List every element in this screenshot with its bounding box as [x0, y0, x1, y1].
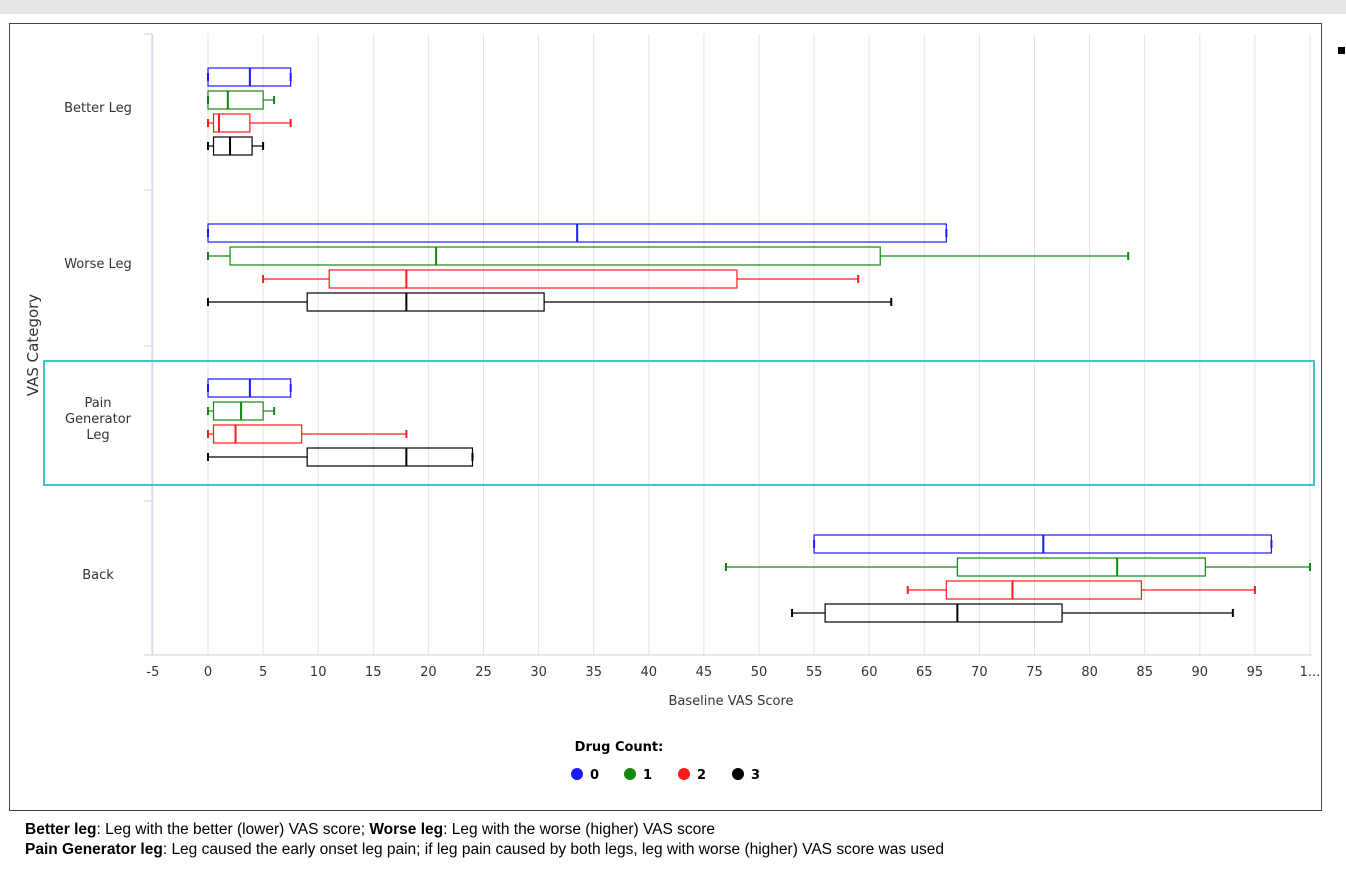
box-4-drug-3 [791, 603, 1234, 623]
category-label: Pain [84, 396, 111, 411]
x-tick-label: 1... [1300, 665, 1321, 680]
box-1-drug-2 [207, 113, 292, 133]
box-3-drug-0 [207, 378, 292, 398]
x-tick-label: 35 [585, 665, 602, 680]
box-series [207, 67, 1311, 623]
iqr-box [824, 603, 1063, 623]
legend-marker-2 [678, 768, 690, 780]
iqr-box [945, 580, 1142, 600]
x-tick-label: 65 [916, 665, 933, 680]
footnote-term-better-leg: Better leg [25, 821, 97, 838]
x-tick-label: 25 [475, 665, 492, 680]
axes [43, 33, 1315, 656]
footnote-term-worse-leg: Worse leg [369, 821, 444, 838]
box-1-drug-3 [207, 136, 265, 156]
footnote-line-2: Pain Generator leg: Leg caused the early… [25, 840, 944, 860]
x-tick-label: 0 [204, 665, 212, 680]
grid-lines [152, 34, 1311, 655]
x-tick-label: 20 [420, 665, 437, 680]
box-3-drug-1 [207, 401, 276, 421]
legend-marker-1 [624, 768, 636, 780]
x-tick-label: 15 [365, 665, 382, 680]
iqr-box [328, 269, 738, 289]
iqr-box [207, 90, 264, 110]
labels: -5 0 5 10 15 20 25 30 35 40 45 50 55 60 65 70 75 80 85 90 95… [24, 101, 1320, 709]
legend-title: Drug Count: [575, 740, 664, 755]
legend-label-3: 3 [751, 768, 760, 783]
box-4-drug-2 [906, 580, 1256, 600]
x-tick-label: 30 [530, 665, 547, 680]
box-2-drug-1 [207, 246, 1130, 266]
box-4-drug-0 [813, 534, 1273, 554]
top-toolbar-strip [0, 0, 1346, 14]
category-label: Leg [86, 428, 109, 443]
x-tick-label: 90 [1192, 665, 1209, 680]
footnote-def-pain-generator: : Leg caused the early onset leg pain; i… [162, 841, 945, 858]
x-tick-label: 75 [1026, 665, 1043, 680]
footnote-def-better-leg: : Leg with the better (lower) VAS score; [96, 821, 370, 838]
boxplot-chart: -5 0 5 10 15 20 25 30 35 40 45 50 55 60 65 70 75 80 85 90 95… [24, 33, 1320, 783]
category-label: Worse Leg [64, 257, 132, 272]
legend: Drug Count: 0 1 2 3 [571, 740, 760, 783]
legend-marker-3 [732, 768, 744, 780]
iqr-box [212, 424, 303, 444]
y-axis-title: VAS Category [24, 294, 42, 396]
footnote-term-pain-generator: Pain Generator leg [25, 841, 163, 858]
iqr-box [306, 447, 474, 467]
box-3-drug-3 [207, 447, 474, 467]
legend-label-2: 2 [697, 768, 706, 783]
legend-label-0: 0 [590, 768, 599, 783]
chart-frame [9, 23, 1322, 811]
x-tick-label: 80 [1081, 665, 1098, 680]
iqr-box [956, 557, 1206, 577]
legend-marker-0 [571, 768, 583, 780]
box-4-drug-1 [724, 557, 1311, 577]
highlight-box-pain-generator [43, 360, 1315, 486]
iqr-box [306, 292, 545, 312]
box-1-drug-0 [207, 67, 292, 87]
x-tick-label: 10 [310, 665, 327, 680]
iqr-box [229, 246, 881, 266]
iqr-box [212, 113, 251, 133]
x-tick-label: 85 [1136, 665, 1153, 680]
box-2-drug-2 [262, 269, 860, 289]
box-3-drug-2 [207, 424, 408, 444]
x-tick-label: 45 [696, 665, 713, 680]
corner-marker [1338, 47, 1345, 54]
footnote: Better leg: Leg with the better (lower) … [25, 820, 944, 860]
iqr-box [212, 136, 253, 156]
iqr-box [212, 401, 264, 421]
footnote-line-1: Better leg: Leg with the better (lower) … [25, 820, 944, 840]
x-tick-label: 95 [1247, 665, 1264, 680]
x-tick-label: -5 [146, 665, 159, 680]
x-tick-label: 40 [641, 665, 658, 680]
x-tick-label: 70 [971, 665, 988, 680]
x-tick-label: 5 [259, 665, 267, 680]
category-label: Back [82, 568, 114, 583]
category-label: Better Leg [64, 101, 132, 116]
x-axis-title: Baseline VAS Score [669, 694, 794, 709]
category-label: Generator [65, 412, 132, 427]
x-tick-label: 55 [806, 665, 823, 680]
x-tick-label: 50 [751, 665, 768, 680]
legend-label-1: 1 [643, 768, 652, 783]
box-2-drug-0 [207, 223, 948, 243]
box-2-drug-3 [207, 292, 893, 312]
footnote-def-worse-leg: : Leg with the worse (higher) VAS score [443, 821, 716, 838]
box-1-drug-1 [207, 90, 276, 110]
x-tick-label: 60 [861, 665, 878, 680]
